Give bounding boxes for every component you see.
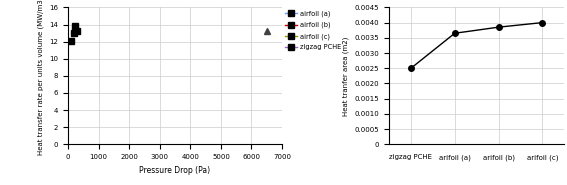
X-axis label: Pressure Drop (Pa): Pressure Drop (Pa)	[139, 166, 210, 175]
Legend: airfoil (a), airfoil (b), airfoil (c), zigzag PCHE: airfoil (a), airfoil (b), airfoil (c), z…	[285, 11, 341, 50]
Y-axis label: Heat tranfer area (m2): Heat tranfer area (m2)	[342, 36, 349, 116]
Y-axis label: Heat transfer rate per units volume (MW/m3): Heat transfer rate per units volume (MW/…	[37, 0, 44, 155]
